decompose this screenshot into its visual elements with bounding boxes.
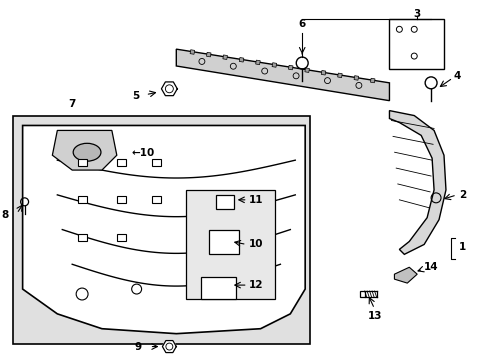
Bar bbox=[152, 159, 161, 166]
Bar bbox=[152, 196, 161, 203]
Text: 3: 3 bbox=[413, 9, 420, 19]
Text: 1: 1 bbox=[458, 242, 465, 252]
Text: ←10: ←10 bbox=[131, 148, 155, 158]
Bar bbox=[117, 196, 126, 203]
Bar bbox=[337, 73, 342, 78]
Text: 8: 8 bbox=[1, 210, 9, 220]
Bar bbox=[288, 65, 292, 70]
Bar bbox=[117, 159, 126, 166]
Bar bbox=[190, 50, 194, 54]
Bar bbox=[117, 234, 126, 241]
Ellipse shape bbox=[73, 143, 101, 161]
Bar bbox=[321, 71, 325, 75]
Polygon shape bbox=[176, 49, 388, 101]
Polygon shape bbox=[394, 267, 416, 283]
Bar bbox=[78, 159, 86, 166]
Bar bbox=[201, 277, 235, 299]
Bar bbox=[239, 58, 244, 62]
Bar bbox=[206, 52, 211, 57]
Polygon shape bbox=[22, 126, 305, 334]
Polygon shape bbox=[161, 82, 177, 96]
Bar bbox=[388, 19, 443, 69]
Text: 13: 13 bbox=[366, 311, 381, 321]
Bar bbox=[359, 291, 364, 297]
Text: 6: 6 bbox=[298, 19, 305, 29]
Bar bbox=[304, 68, 309, 72]
Polygon shape bbox=[388, 111, 445, 255]
Text: 9: 9 bbox=[134, 342, 142, 352]
Bar bbox=[186, 190, 275, 299]
Bar bbox=[208, 230, 238, 255]
Polygon shape bbox=[52, 130, 117, 170]
Bar bbox=[78, 196, 86, 203]
Bar bbox=[370, 78, 374, 83]
Text: 2: 2 bbox=[458, 190, 465, 200]
Bar bbox=[353, 76, 358, 80]
Bar bbox=[223, 55, 227, 59]
Text: 5: 5 bbox=[132, 91, 140, 101]
Text: 11: 11 bbox=[248, 195, 263, 205]
Text: 10: 10 bbox=[248, 239, 263, 249]
Text: 4: 4 bbox=[453, 71, 460, 81]
Text: 12: 12 bbox=[248, 280, 263, 290]
Bar bbox=[216, 195, 233, 209]
Bar bbox=[255, 60, 260, 65]
Bar bbox=[13, 116, 309, 343]
Text: 7: 7 bbox=[68, 99, 76, 109]
Polygon shape bbox=[162, 341, 176, 352]
Text: 14: 14 bbox=[423, 262, 438, 272]
Bar bbox=[78, 234, 86, 241]
Bar bbox=[271, 63, 276, 67]
